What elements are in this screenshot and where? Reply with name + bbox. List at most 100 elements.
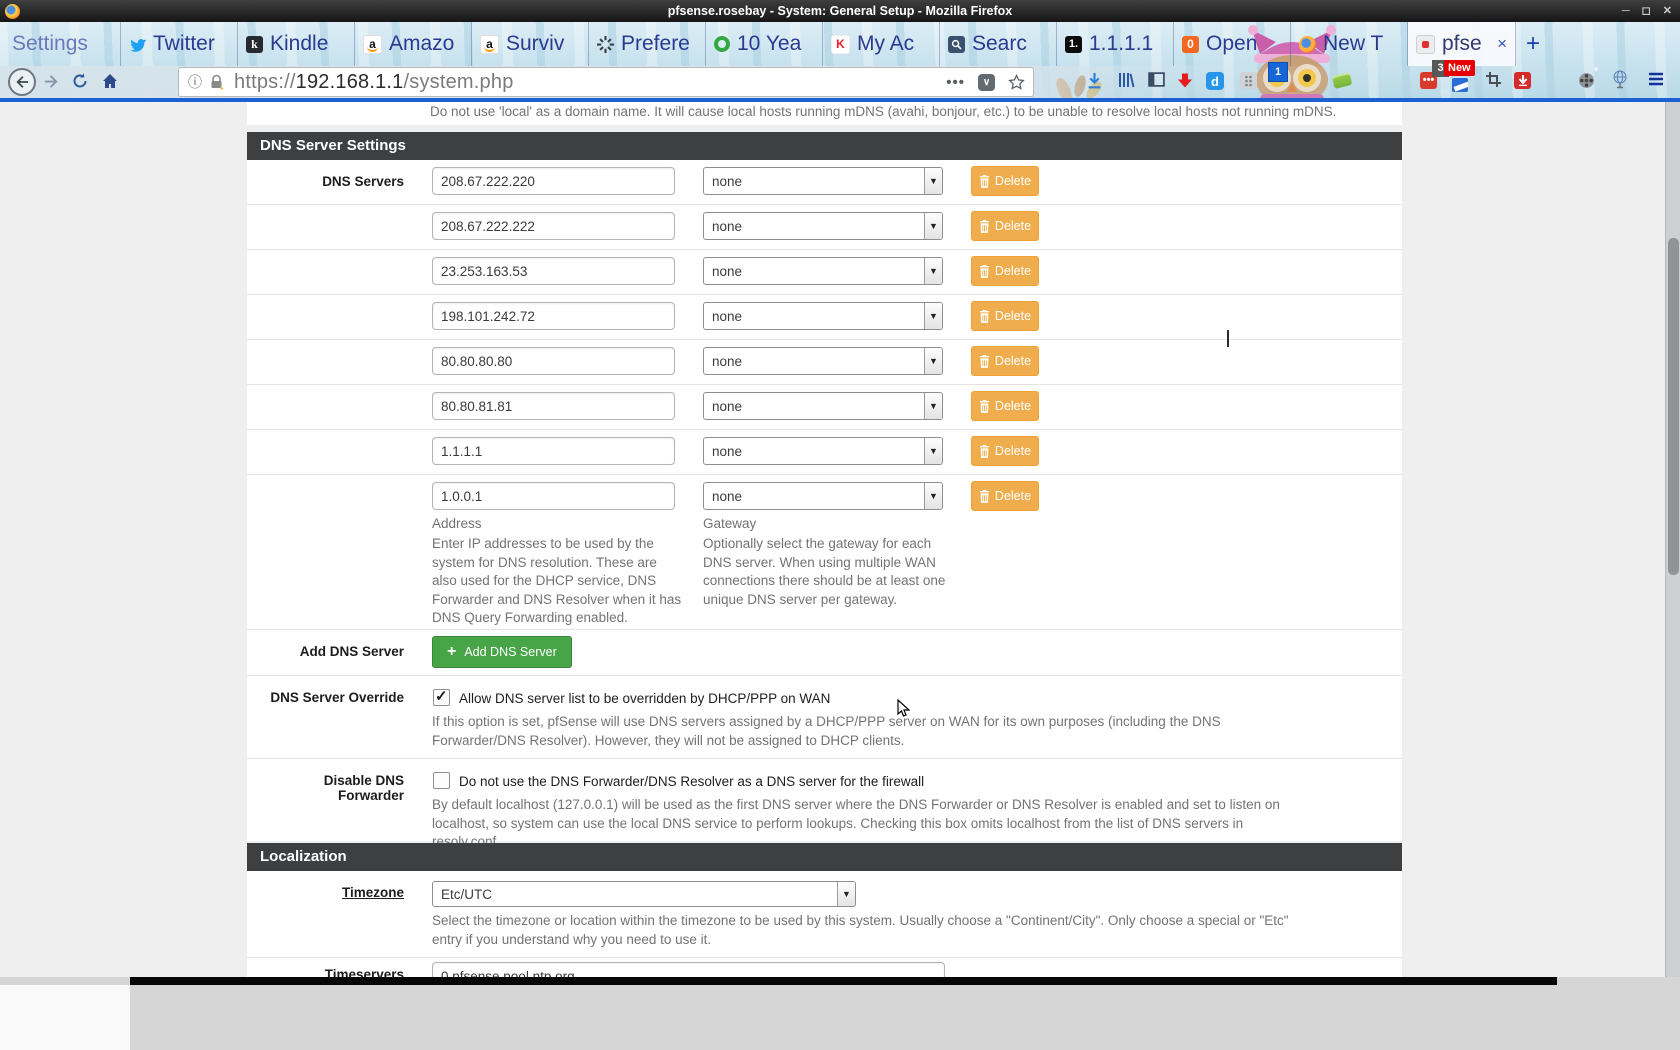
add-dns-server-button[interactable]: + Add DNS Server xyxy=(432,636,572,668)
page-actions-icon[interactable]: ••• xyxy=(946,73,965,91)
window-titlebar[interactable]: pfsense.rosebay - System: General Setup … xyxy=(0,0,1680,22)
home-button[interactable] xyxy=(102,73,118,89)
tab-new-t[interactable]: New T xyxy=(1291,22,1408,66)
reload-button[interactable] xyxy=(72,73,88,89)
tab-1-1-1-1[interactable]: 1. 1.1.1.1 xyxy=(1057,22,1174,66)
gateway-select[interactable]: none ▼ xyxy=(703,437,943,465)
lock-warning-icon[interactable] xyxy=(209,74,224,90)
download-icon[interactable] xyxy=(1086,72,1103,90)
timezone-row: Timezone Etc/UTC ▼ Select the timezone o… xyxy=(247,871,1402,957)
new-tab-button[interactable]: + xyxy=(1525,30,1540,57)
info-icon[interactable]: ⓘ xyxy=(188,74,202,90)
gateway-select[interactable]: none ▼ xyxy=(703,167,943,195)
tab-prefere[interactable]: Prefere xyxy=(589,22,706,66)
delete-dns-server-button[interactable]: Delete xyxy=(971,166,1039,196)
scrollbar-thumb[interactable] xyxy=(1668,238,1679,575)
gateway-select[interactable]: none ▼ xyxy=(703,212,943,240)
tab-open[interactable]: 0 Open xyxy=(1174,22,1291,66)
tab-amazo[interactable]: a Amazo xyxy=(355,22,472,66)
library-icon[interactable] xyxy=(1118,72,1135,88)
dns-forwarder-checkbox[interactable] xyxy=(433,772,450,789)
address-help: Enter IP addresses to be used by the sys… xyxy=(432,536,682,625)
gateway-select[interactable]: none ▼ xyxy=(703,392,943,420)
tab-label: Prefere xyxy=(621,32,690,55)
red-download-arrow-icon[interactable] xyxy=(1177,72,1193,89)
tab-label: Surviv xyxy=(506,32,565,55)
globe-icon[interactable] xyxy=(1612,70,1628,89)
domain-help-note: Do not use 'local' as a domain name. It … xyxy=(430,104,1337,119)
dns-server-address-input[interactable] xyxy=(432,392,675,420)
dns-servers-label: DNS Servers xyxy=(322,174,404,189)
dns-server-address-input[interactable] xyxy=(432,437,675,465)
gray-dots-icon[interactable] xyxy=(1240,72,1257,89)
delete-dns-server-button[interactable]: Delete xyxy=(971,211,1039,241)
bookmark-star-icon[interactable] xyxy=(1008,73,1025,91)
tab-pfse[interactable]: pfse × xyxy=(1408,22,1516,66)
minimize-icon[interactable]: ─ xyxy=(1621,4,1630,17)
video-download-icon[interactable] xyxy=(1514,72,1531,89)
gateway-select-value: none xyxy=(712,353,743,369)
bottom-desktop-strip xyxy=(0,977,1680,1050)
tab-searc[interactable]: Searc xyxy=(940,22,1057,66)
forward-button[interactable] xyxy=(44,74,59,89)
delete-dns-server-button[interactable]: Delete xyxy=(971,346,1039,376)
tab-surviv[interactable]: a Surviv xyxy=(472,22,589,66)
tab-10-yea[interactable]: 10 Yea xyxy=(706,22,823,66)
url-text[interactable]: https://192.168.1.1/system.php xyxy=(234,70,514,93)
pocket-icon[interactable]: ∨ xyxy=(978,73,995,91)
one-dot-one-icon: 1. xyxy=(1065,35,1082,53)
film-reel-icon[interactable] xyxy=(1578,72,1595,89)
green-ring-icon xyxy=(714,36,730,52)
delete-button-label: Delete xyxy=(994,264,1032,278)
tab-kindle[interactable]: k Kindle xyxy=(238,22,355,66)
screenshot-crop-icon[interactable] xyxy=(1486,72,1501,87)
sidebar-icon[interactable] xyxy=(1148,72,1165,87)
delete-dns-server-button[interactable]: Delete xyxy=(971,391,1039,421)
gateway-select[interactable]: none ▼ xyxy=(703,302,943,330)
page-scrollbar[interactable] xyxy=(1665,102,1680,977)
timeservers-input[interactable] xyxy=(432,962,945,977)
dns-override-checkbox[interactable] xyxy=(433,687,450,706)
tab-label: My Ac xyxy=(857,32,915,55)
trash-icon xyxy=(979,309,989,323)
tab-settings[interactable]: Settings xyxy=(4,22,121,66)
tab-my-ac[interactable]: K My Ac xyxy=(823,22,940,66)
downloadhelper-icon[interactable]: d xyxy=(1206,72,1224,90)
dns-server-address-input[interactable] xyxy=(432,212,675,240)
dns-server-row: DNS Servers none ▼ Delete xyxy=(247,160,1402,204)
tab-twitter[interactable]: Twitter xyxy=(121,22,238,66)
delete-dns-server-button[interactable]: Delete xyxy=(971,301,1039,331)
amazon-icon: a xyxy=(480,34,499,54)
dns-server-row: none ▼ Delete xyxy=(247,249,1402,294)
gateway-select[interactable]: none ▼ xyxy=(703,257,943,285)
url-bar[interactable]: ⓘ https://192.168.1.1/system.php ••• ∨ xyxy=(178,67,1034,97)
gateway-select[interactable]: none ▼ xyxy=(703,482,943,510)
dns-override-checkbox-label: Allow DNS server list to be overridden b… xyxy=(459,691,831,706)
close-icon[interactable]: ✕ xyxy=(1662,4,1672,17)
dns-server-override-row: DNS Server Override Allow DNS server lis… xyxy=(247,675,1402,758)
delete-dns-server-button[interactable]: Delete xyxy=(971,436,1039,466)
delete-dns-server-button[interactable]: Delete xyxy=(971,256,1039,286)
new-ext-icon[interactable] xyxy=(1452,78,1468,92)
tab-label: Twitter xyxy=(153,32,215,55)
disable-dns-forwarder-label: Disable DNS Forwarder xyxy=(323,773,404,803)
back-button[interactable] xyxy=(8,68,36,96)
timezone-select[interactable]: Etc/UTC ▼ xyxy=(432,881,856,907)
dns-server-address-input[interactable] xyxy=(432,302,675,330)
dns-server-settings-panel: DNS Server Settings DNS Servers none ▼ Dele… xyxy=(247,132,1402,849)
window-title: pfsense.rosebay - System: General Setup … xyxy=(667,4,1013,18)
dns-server-address-input[interactable] xyxy=(432,167,675,195)
chevron-down-icon: ▼ xyxy=(924,393,942,419)
gateway-select[interactable]: none ▼ xyxy=(703,347,943,375)
dns-forwarder-help: By default localhost (127.0.0.1) will be… xyxy=(432,797,1280,849)
menu-hamburger-icon[interactable] xyxy=(1648,72,1664,86)
dns-server-address-input[interactable] xyxy=(432,257,675,285)
close-tab-icon[interactable]: × xyxy=(1497,34,1507,53)
maximize-icon[interactable]: ◻ xyxy=(1641,4,1651,17)
page-viewport: Do not use 'local' as a domain name. It … xyxy=(0,102,1665,977)
tab-label: Searc xyxy=(972,32,1027,55)
green-card-icon[interactable] xyxy=(1331,72,1353,89)
dns-server-address-input[interactable] xyxy=(432,482,675,510)
delete-dns-server-button[interactable]: Delete xyxy=(971,481,1039,511)
dns-server-address-input[interactable] xyxy=(432,347,675,375)
